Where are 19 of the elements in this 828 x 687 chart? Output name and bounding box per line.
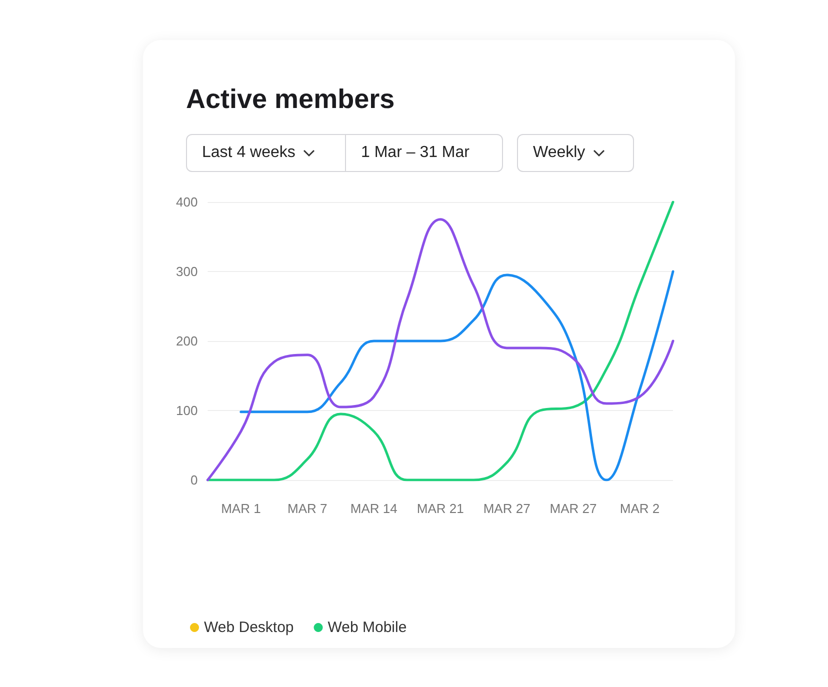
- y-tick-label: 300: [176, 264, 198, 279]
- x-tick-label: MAR 7: [288, 501, 328, 516]
- y-tick-label: 400: [176, 194, 198, 210]
- line-series: [240, 270, 674, 482]
- text: Weekly: [533, 144, 586, 162]
- text: Last 4 weeks: [202, 144, 296, 162]
- x-tick-label: MAR 14: [350, 501, 398, 516]
- text: 1 Mar – 31 Mar: [361, 144, 470, 162]
- y-tick-label: 100: [176, 403, 198, 418]
- x-tick-label: MAR 27: [550, 501, 597, 516]
- x-tick-label: MAR 1: [221, 501, 261, 516]
- y-tick-label: 200: [176, 334, 198, 348]
- x-tick-label: MAR 27: [483, 501, 530, 516]
- legend-label: Web Desktop: [204, 619, 294, 636]
- legend-label: Web Mobile: [328, 619, 407, 636]
- x-tick-label: MAR 2: [620, 501, 660, 516]
- y-tick-label: 0: [190, 472, 198, 488]
- x-tick-label: MAR 21: [416, 501, 464, 516]
- chart-title: Active members: [186, 84, 395, 115]
